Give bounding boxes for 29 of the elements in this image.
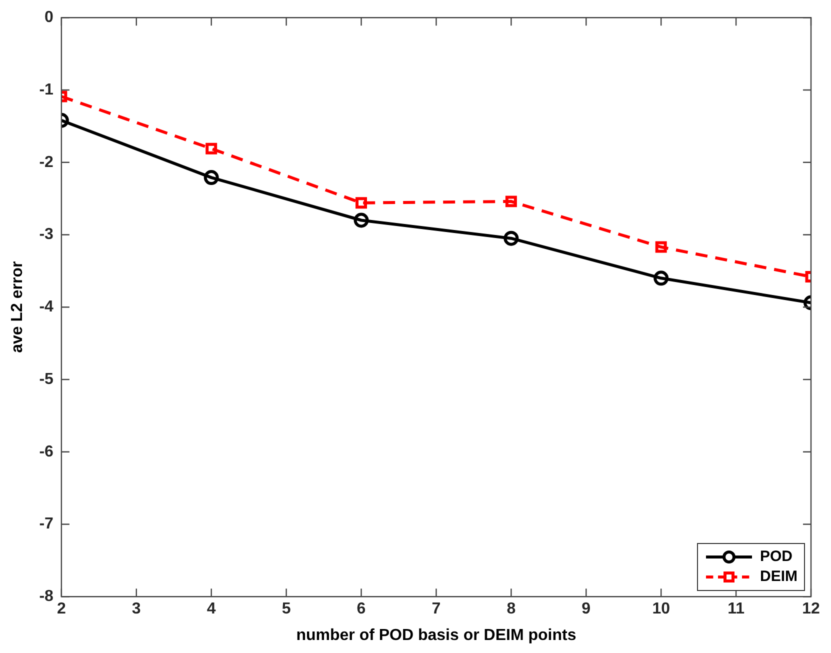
- legend-label: POD: [760, 548, 793, 566]
- x-tick-label: 4: [206, 600, 216, 618]
- y-tick-label: -1: [39, 81, 54, 98]
- x-axis-title: number of POD basis or DEIM points: [296, 626, 576, 644]
- point: [206, 142, 218, 154]
- y-tick-label: -3: [39, 226, 54, 244]
- legend-label: DEIM: [760, 568, 798, 586]
- point: [505, 196, 517, 208]
- x-tick-label: 9: [582, 600, 591, 618]
- y-tick-label: -2: [39, 154, 54, 171]
- y-tick-label: -8: [39, 588, 54, 606]
- point: [354, 212, 369, 228]
- y-tick-label: -6: [39, 443, 54, 460]
- y-tick-label: 0: [44, 9, 54, 26]
- y-tick-label: -4: [39, 298, 54, 316]
- x-tick-label: 7: [432, 600, 441, 618]
- x-tick-label: 2: [56, 600, 66, 618]
- x-tick-label: 3: [132, 600, 141, 618]
- x-tick-label: 12: [802, 600, 820, 618]
- y-axis-title: ave L2 error: [9, 261, 26, 353]
- x-tick-label: 5: [282, 600, 291, 618]
- point: [356, 197, 367, 209]
- y-tick-label: -5: [39, 370, 54, 388]
- x-tick-label: 8: [506, 600, 516, 618]
- x-tick-label: 6: [356, 600, 366, 618]
- x-tick-label: 11: [728, 600, 745, 618]
- x-tick-label: 10: [652, 600, 670, 618]
- y-tick-label: -7: [39, 516, 54, 533]
- point: [504, 230, 519, 246]
